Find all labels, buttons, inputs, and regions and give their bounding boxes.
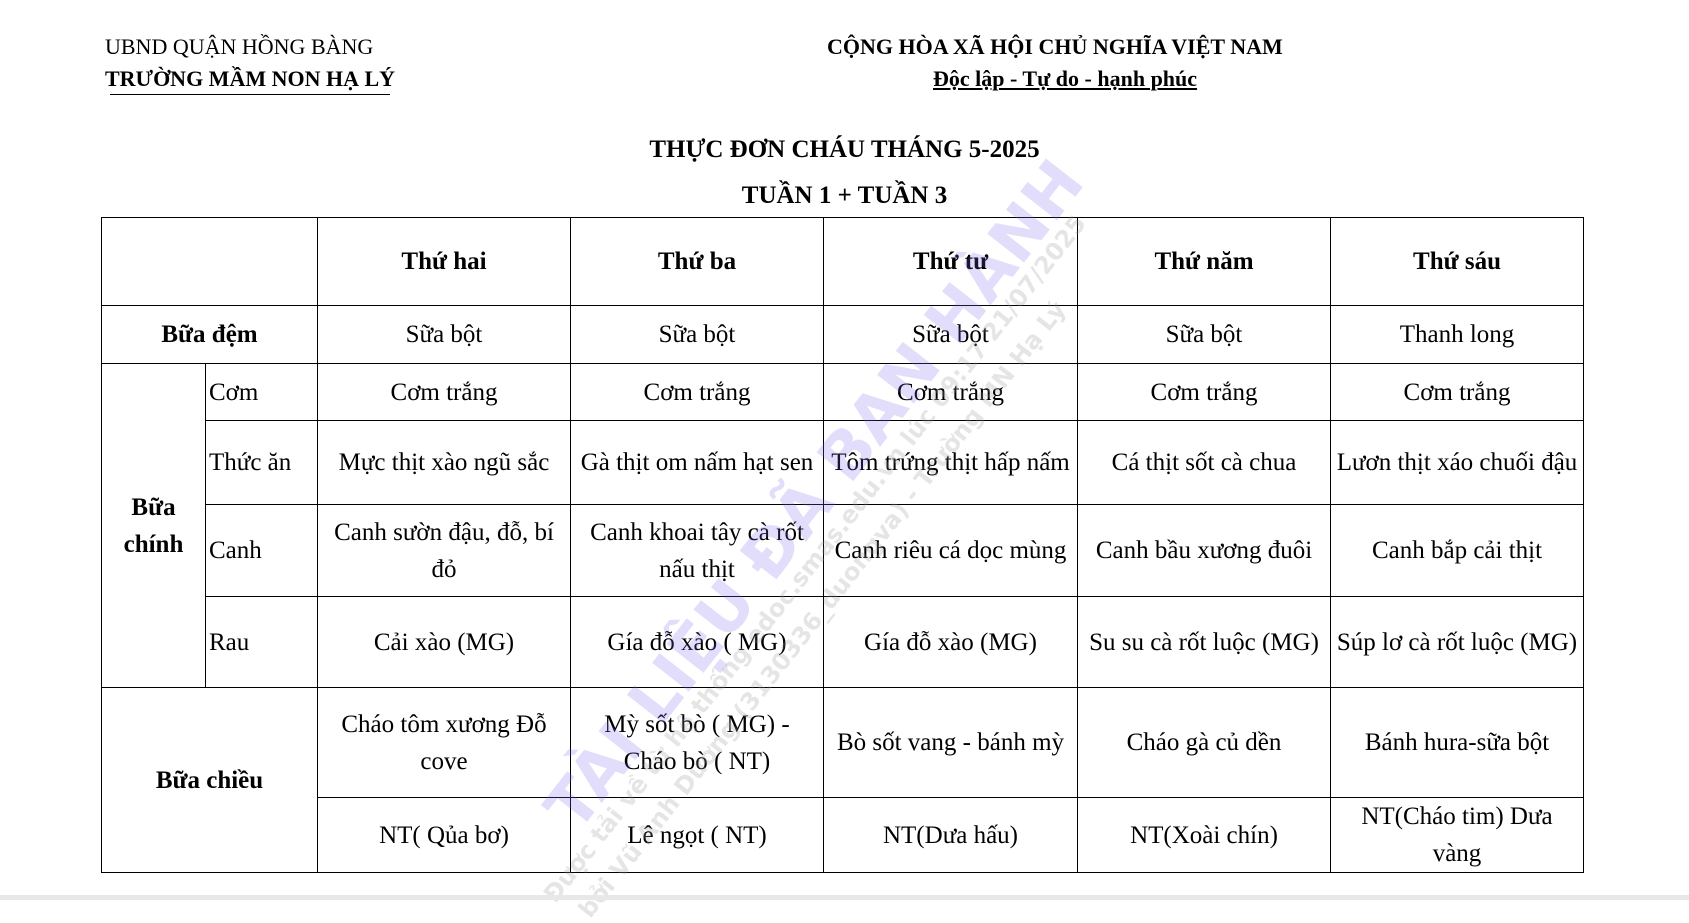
menu-cell: Lê ngọt ( NT) <box>570 797 824 873</box>
menu-cell: NT(Xoài chín) <box>1077 797 1331 873</box>
national-title: CỘNG HÒA XÃ HỘI CHỦ NGHĨA VIỆT NAM <box>827 34 1283 59</box>
district-name: UBND QUẬN HỒNG BÀNG <box>105 34 374 59</box>
day-header: Thứ ba <box>570 217 824 306</box>
national-motto: Độc lập - Tự do - hạnh phúc <box>933 66 1198 91</box>
menu-cell: Canh sườn đậu, đỗ, bí đỏ <box>317 504 571 597</box>
menu-cell: Cơm trắng <box>317 363 571 421</box>
menu-cell: Cơm trắng <box>1330 363 1584 421</box>
table-row: Rau Cải xào (MG) Gía đỗ xào ( MG) Gía đỗ… <box>102 596 1584 688</box>
table-row: Bữa chính Cơm Cơm trắng Cơm trắng Cơm tr… <box>101 363 1584 688</box>
meal-label: Bữa chiều <box>101 687 318 873</box>
menu-cell: Gía đỗ xào ( MG) <box>570 596 824 688</box>
table-row: NT( Qủa bơ) Lê ngọt ( NT) NT(Dưa hấu) NT… <box>102 797 1584 873</box>
menu-cell: Sữa bột <box>317 305 571 364</box>
menu-cell: NT(Cháo tim) Dưa vàng <box>1330 797 1584 873</box>
menu-cell: Mỳ sốt bò ( MG) - Cháo bò ( NT) <box>570 687 824 798</box>
menu-cell: Lươn thịt xáo chuối đậu <box>1330 420 1584 505</box>
divider <box>110 94 390 95</box>
dish-type-label: Canh <box>205 504 318 597</box>
dish-type-label: Thức ăn <box>205 420 318 505</box>
page-title: THỰC ĐƠN CHÁU THÁNG 5-2025 <box>649 136 1040 163</box>
table-row: Bữa chiều Cháo tôm xương Đỗ cove Mỳ sốt … <box>101 687 1584 873</box>
corner-cell <box>101 217 318 306</box>
table-header-row: Thứ hai Thứ ba Thứ tư Thứ năm Thứ sáu <box>101 217 1584 306</box>
menu-cell: Canh riêu cá dọc mùng <box>823 504 1078 597</box>
menu-cell: Cơm trắng <box>1077 363 1331 421</box>
dish-type-label: Rau <box>205 596 318 688</box>
meal-label: Bữa chính <box>101 363 206 688</box>
school-name: TRƯỜNG MẦM NON HẠ LÝ <box>105 66 396 91</box>
table-row: Canh Canh sườn đậu, đỗ, bí đỏ Canh khoai… <box>102 504 1584 597</box>
menu-table: Thứ hai Thứ ba Thứ tư Thứ năm Thứ sáu Bữ… <box>101 217 1584 873</box>
menu-cell: Su su cà rốt luộc (MG) <box>1077 596 1331 688</box>
menu-cell: Cháo gà củ dền <box>1077 687 1331 798</box>
meal-label: Bữa đệm <box>101 305 318 364</box>
menu-cell: Súp lơ cà rốt luộc (MG) <box>1330 596 1584 688</box>
menu-cell: Bánh hura-sữa bột <box>1330 687 1584 798</box>
day-header: Thứ tư <box>823 217 1078 306</box>
menu-cell: Cá thịt sốt cà chua <box>1077 420 1331 505</box>
menu-cell: Bò sốt vang - bánh mỳ <box>823 687 1078 798</box>
day-header: Thứ hai <box>317 217 571 306</box>
menu-cell: Cải xào (MG) <box>317 596 571 688</box>
menu-cell: Cháo tôm xương Đỗ cove <box>317 687 571 798</box>
menu-cell: NT(Dưa hấu) <box>823 797 1078 873</box>
menu-cell: Sữa bột <box>570 305 824 364</box>
menu-cell: Gà thịt om nấm hạt sen <box>570 420 824 505</box>
page-bottom-edge <box>0 895 1689 900</box>
menu-cell: Tôm trứng thịt hấp nấm <box>823 420 1078 505</box>
menu-cell: NT( Qủa bơ) <box>317 797 571 873</box>
menu-cell: Cơm trắng <box>570 363 824 421</box>
table-row: Thức ăn Mực thịt xào ngũ sắc Gà thịt om … <box>102 420 1584 505</box>
dish-type-label: Cơm <box>205 363 318 421</box>
menu-cell: Canh bắp cải thịt <box>1330 504 1584 597</box>
menu-cell: Canh bầu xương đuôi <box>1077 504 1331 597</box>
day-header: Thứ năm <box>1077 217 1331 306</box>
table-row: Bữa đệm Sữa bột Sữa bột Sữa bột Sữa bột … <box>101 305 1584 364</box>
menu-cell: Cơm trắng <box>823 363 1078 421</box>
day-header: Thứ sáu <box>1330 217 1584 306</box>
menu-cell: Mực thịt xào ngũ sắc <box>317 420 571 505</box>
menu-cell: Canh khoai tây cà rốt nấu thịt <box>570 504 824 597</box>
menu-cell: Thanh long <box>1330 305 1584 364</box>
page-subtitle: TUẦN 1 + TUẦN 3 <box>741 182 948 209</box>
menu-cell: Gía đỗ xào (MG) <box>823 596 1078 688</box>
menu-cell: Sữa bột <box>1077 305 1331 364</box>
menu-cell: Sữa bột <box>823 305 1078 364</box>
